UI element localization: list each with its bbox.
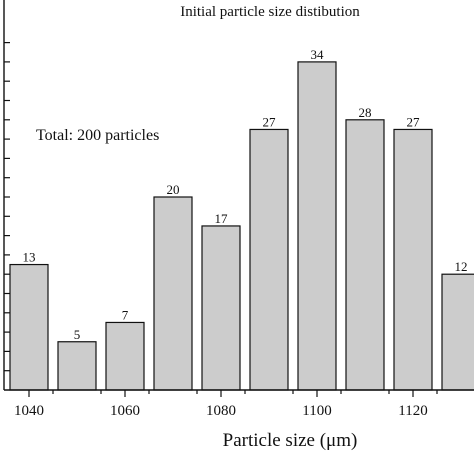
total-particles-annotation: Total: 200 particles: [36, 127, 159, 144]
bar-1100: [297, 61, 337, 391]
bar-1040: [9, 263, 49, 391]
x-tick-label-1100: 1100: [302, 403, 331, 419]
value-label-1080: 17: [215, 211, 229, 226]
value-label-1070: 20: [167, 182, 180, 197]
value-label-1090: 27: [263, 114, 277, 129]
bar-1110: [345, 119, 385, 391]
value-label-1130: 12: [455, 259, 468, 274]
value-label-1060: 7: [122, 307, 129, 322]
bar-1050: [57, 341, 97, 391]
value-label-1100: 34: [311, 47, 325, 62]
value-label-1110: 28: [359, 105, 372, 120]
x-axis-ticks: 1040 1060 1080 1100 1120: [14, 390, 438, 419]
x-axis-title: Particle size (μm): [223, 430, 358, 451]
bar-1090: [249, 128, 289, 391]
value-label-1040: 13: [23, 250, 36, 265]
bar-1120: [393, 128, 433, 391]
chart-title: Initial particle size distibution: [180, 4, 360, 20]
y-axis-ticks: [4, 41, 10, 372]
value-label-1050: 5: [74, 327, 81, 342]
bar-1130: [441, 273, 474, 391]
bar-1060: [105, 321, 145, 391]
value-labels: 13 5 7 20 17 27 34 28 27 12: [23, 47, 468, 342]
bar-1080: [201, 225, 241, 391]
x-tick-label-1080: 1080: [206, 403, 236, 419]
bars: [9, 61, 474, 391]
x-tick-label-1040: 1040: [14, 403, 44, 419]
x-tick-label-1120: 1120: [398, 403, 427, 419]
x-tick-label-1060: 1060: [110, 403, 140, 419]
value-label-1120: 27: [407, 114, 421, 129]
bar-1070: [153, 196, 193, 391]
